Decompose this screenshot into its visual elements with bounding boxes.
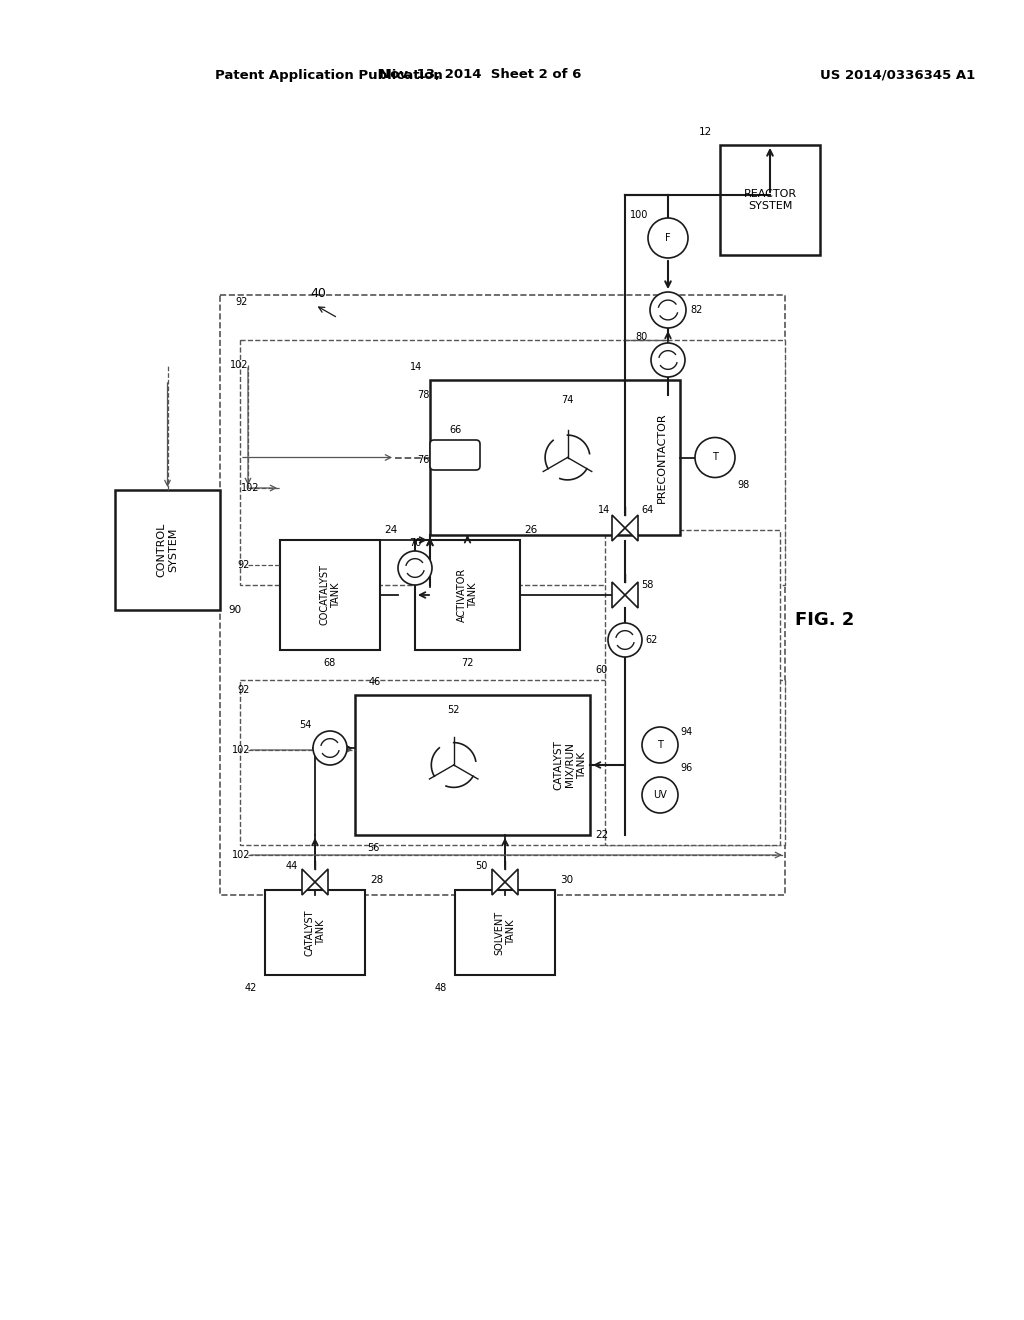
Text: 14: 14	[598, 506, 610, 515]
Polygon shape	[625, 582, 638, 609]
Text: PRECONTACTOR: PRECONTACTOR	[657, 412, 667, 503]
Text: 30: 30	[560, 875, 573, 884]
Text: 12: 12	[698, 127, 712, 137]
Text: 24: 24	[384, 525, 397, 535]
Bar	[605, 531, 780, 845]
Text: 90: 90	[228, 605, 241, 615]
Bar	[220, 294, 785, 895]
Polygon shape	[612, 582, 625, 609]
Text: 54: 54	[300, 719, 312, 730]
Text: UV: UV	[653, 789, 667, 800]
Text: 80: 80	[636, 333, 648, 342]
Bar	[240, 341, 785, 585]
Text: 56: 56	[367, 843, 379, 853]
Circle shape	[642, 777, 678, 813]
Text: 102: 102	[229, 360, 248, 370]
Text: US 2014/0336345 A1: US 2014/0336345 A1	[820, 69, 975, 82]
Text: 70: 70	[409, 539, 421, 548]
Text: CONTROL
SYSTEM: CONTROL SYSTEM	[157, 523, 178, 577]
Text: 22: 22	[595, 830, 608, 840]
Text: 92: 92	[238, 685, 250, 696]
Text: 66: 66	[449, 425, 461, 436]
Text: 78: 78	[418, 389, 430, 400]
Bar	[240, 680, 785, 845]
Text: 58: 58	[641, 579, 653, 590]
Text: CATALYST
TANK: CATALYST TANK	[304, 909, 326, 956]
Text: Patent Application Publication: Patent Application Publication	[215, 69, 442, 82]
Text: 102: 102	[241, 483, 259, 492]
Text: T: T	[712, 453, 718, 462]
Circle shape	[313, 731, 347, 766]
Text: 44: 44	[286, 861, 298, 871]
Text: 40: 40	[310, 286, 326, 300]
Circle shape	[695, 437, 735, 478]
Circle shape	[608, 623, 642, 657]
Text: 74: 74	[561, 395, 573, 405]
Circle shape	[650, 292, 686, 327]
Bar	[265, 890, 365, 975]
Bar	[355, 696, 590, 836]
Text: 48: 48	[435, 983, 447, 993]
Bar	[280, 540, 380, 649]
Text: 68: 68	[324, 657, 336, 668]
Text: FIG. 2: FIG. 2	[795, 611, 854, 630]
Polygon shape	[302, 869, 315, 895]
Bar	[455, 890, 555, 975]
Bar	[430, 380, 680, 535]
Circle shape	[651, 343, 685, 378]
Bar	[415, 540, 520, 649]
Polygon shape	[612, 515, 625, 541]
Text: 14: 14	[410, 362, 422, 372]
Text: 96: 96	[680, 763, 692, 774]
Text: 98: 98	[737, 479, 750, 490]
Text: 64: 64	[641, 506, 653, 515]
Text: 60: 60	[596, 665, 608, 675]
Text: 82: 82	[690, 305, 702, 315]
Circle shape	[648, 218, 688, 257]
Text: 28: 28	[370, 875, 383, 884]
Circle shape	[398, 550, 432, 585]
Text: T: T	[657, 741, 663, 750]
Bar	[720, 145, 820, 255]
Text: 42: 42	[245, 983, 257, 993]
Polygon shape	[625, 515, 638, 541]
Polygon shape	[492, 869, 505, 895]
Text: 76: 76	[418, 455, 430, 465]
Text: 26: 26	[524, 525, 538, 535]
Circle shape	[642, 727, 678, 763]
Text: 92: 92	[238, 560, 250, 570]
Polygon shape	[505, 869, 518, 895]
Text: F: F	[666, 234, 671, 243]
Text: COCATALYST
TANK: COCATALYST TANK	[319, 565, 341, 626]
Text: 92: 92	[236, 297, 248, 308]
FancyBboxPatch shape	[430, 440, 480, 470]
Text: CATALYST
MIX/RUN
TANK: CATALYST MIX/RUN TANK	[553, 741, 587, 789]
Text: 62: 62	[645, 635, 657, 645]
Text: ACTIVATOR
TANK: ACTIVATOR TANK	[457, 568, 478, 622]
Text: 46: 46	[369, 677, 381, 686]
Text: REACTOR
SYSTEM: REACTOR SYSTEM	[743, 189, 797, 211]
Bar	[115, 490, 220, 610]
Text: 94: 94	[680, 727, 692, 737]
Text: 102: 102	[231, 850, 250, 861]
Text: 52: 52	[447, 705, 460, 715]
Text: 72: 72	[461, 657, 474, 668]
Text: 100: 100	[630, 210, 648, 220]
Polygon shape	[315, 869, 328, 895]
Text: Nov. 13, 2014  Sheet 2 of 6: Nov. 13, 2014 Sheet 2 of 6	[379, 69, 582, 82]
Text: 50: 50	[475, 861, 488, 871]
Text: SOLVENT
TANK: SOLVENT TANK	[495, 911, 516, 954]
Text: 102: 102	[231, 744, 250, 755]
